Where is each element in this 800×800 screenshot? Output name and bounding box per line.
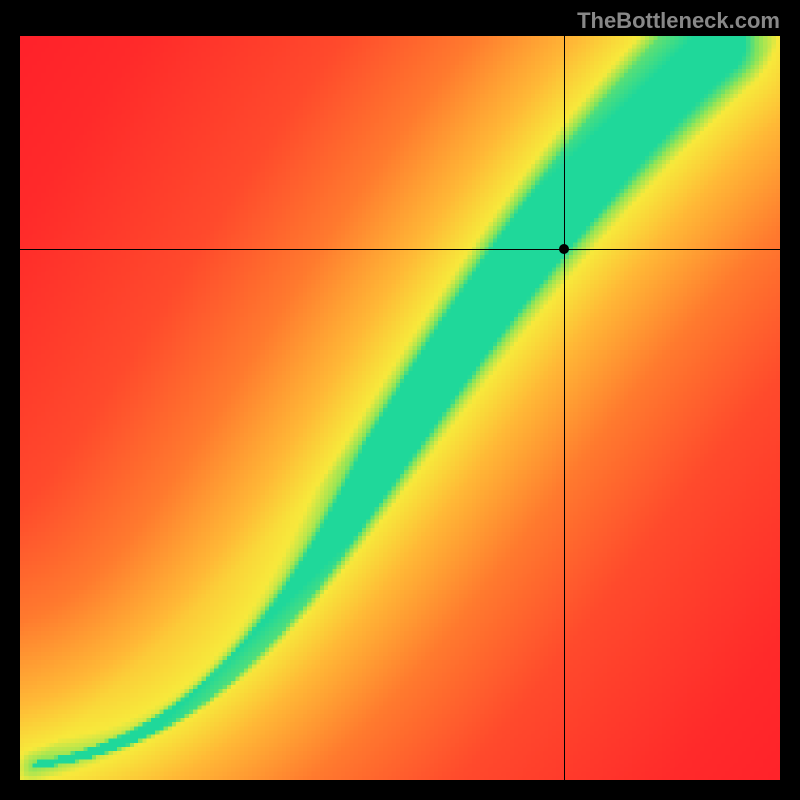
heatmap-canvas bbox=[20, 36, 780, 780]
selection-marker[interactable] bbox=[559, 244, 569, 254]
bottleneck-heatmap bbox=[20, 36, 780, 780]
crosshair-horizontal bbox=[20, 249, 780, 250]
watermark: TheBottleneck.com bbox=[577, 8, 780, 34]
crosshair-vertical bbox=[564, 36, 565, 780]
